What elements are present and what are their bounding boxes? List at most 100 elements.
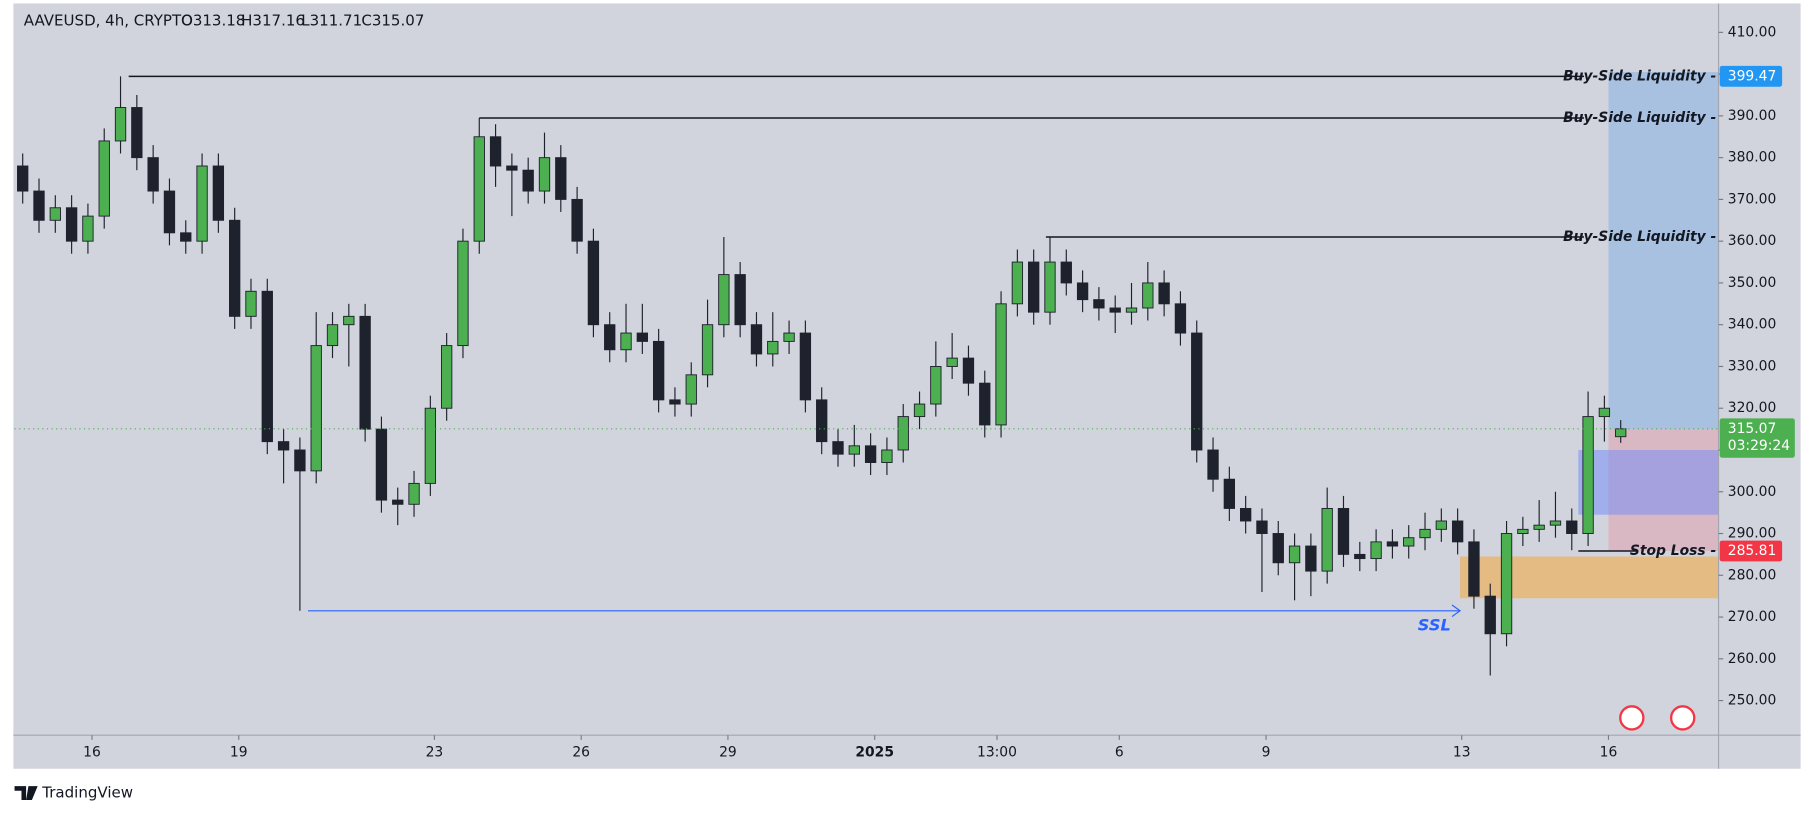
candle-body	[277, 441, 290, 451]
y-tick-label: 380.00	[1728, 150, 1777, 166]
candle-body	[424, 407, 437, 484]
ssl-arrow	[1451, 604, 1462, 618]
candle-body	[163, 190, 176, 234]
candle-body	[392, 499, 404, 505]
candle-body	[1011, 261, 1024, 305]
candle-body	[1615, 428, 1627, 438]
candle-body	[571, 198, 583, 242]
y-tick-label: 360.00	[1728, 233, 1777, 249]
candle-body	[816, 399, 828, 443]
candle-body	[1468, 541, 1480, 597]
candle-body	[1500, 533, 1513, 635]
candle-body	[375, 428, 388, 501]
candle-body	[783, 332, 795, 342]
candle-body	[1533, 524, 1545, 530]
candle-body	[1582, 416, 1594, 534]
candle-body	[1060, 261, 1072, 284]
x-tick-label: 6	[1115, 745, 1124, 761]
brand: TradingView	[14, 784, 133, 802]
candle-body	[897, 416, 909, 451]
candle-body	[962, 357, 975, 384]
candle-body	[1305, 545, 1317, 572]
candle-body	[864, 445, 877, 463]
price-tag-label: 399.47	[1728, 68, 1777, 84]
candle-body	[669, 399, 681, 405]
level-label: Buy-Side Liquidity -	[1563, 229, 1716, 245]
y-tick-label: 410.00	[1728, 24, 1777, 40]
ohlc-value: O313.18	[181, 11, 245, 29]
candle-body	[848, 445, 860, 455]
candle-body	[1207, 449, 1219, 480]
candle-body	[1354, 553, 1366, 560]
x-tick-label: 16	[83, 745, 101, 761]
candle-body	[620, 332, 632, 351]
event-icons	[1619, 705, 1696, 731]
price-tag	[1719, 65, 1783, 87]
candle-body	[604, 324, 616, 351]
candle-body	[343, 315, 355, 326]
candle-body	[995, 303, 1007, 426]
y-tick-label: 260.00	[1728, 651, 1777, 667]
candle-body	[685, 374, 697, 405]
candle-body	[767, 340, 779, 355]
candle-body	[750, 324, 763, 355]
candle-body	[1191, 332, 1203, 451]
candle-body	[1239, 507, 1252, 522]
candle-body	[114, 107, 127, 142]
candle-body	[17, 165, 29, 192]
y-tick-label: 350.00	[1728, 275, 1777, 291]
x-tick-label: 26	[572, 745, 590, 761]
candle-body	[1142, 282, 1154, 309]
candle-body	[734, 274, 746, 326]
candle-body	[913, 403, 926, 418]
candle-body	[1272, 533, 1284, 564]
candle-body	[506, 165, 518, 171]
candle-body	[261, 290, 273, 443]
level-label: Buy-Side Liquidity -	[1563, 68, 1716, 84]
zone	[1460, 556, 1719, 599]
level-label: Buy-Side Liquidity -	[1563, 110, 1716, 126]
candle-body	[930, 366, 942, 405]
event-flag[interactable]	[1619, 705, 1645, 731]
candle-body	[1370, 541, 1382, 560]
candle-body	[1125, 307, 1138, 313]
candle-body	[718, 274, 730, 326]
brand-logo	[14, 786, 38, 800]
countdown: 03:29:24	[1728, 438, 1790, 454]
candle-body	[1403, 537, 1415, 547]
candle-body	[1256, 520, 1268, 534]
candle-body	[1044, 261, 1056, 313]
candle-body	[1109, 307, 1121, 313]
candle-body	[881, 449, 893, 463]
candle-body	[636, 332, 648, 342]
candle-body	[1076, 282, 1089, 301]
candle-body	[1337, 507, 1350, 555]
candle-body	[440, 345, 453, 409]
y-tick-label: 330.00	[1728, 358, 1777, 374]
candle-body	[489, 136, 502, 167]
zone	[1578, 449, 1719, 515]
x-tick-label: 13	[1453, 745, 1471, 761]
zone	[1608, 72, 1719, 429]
candle-body	[310, 345, 322, 472]
candle-body	[979, 382, 991, 426]
candle-body	[1435, 520, 1447, 530]
candle-body	[1566, 520, 1578, 534]
candle-body	[1598, 407, 1611, 418]
candle-body	[212, 165, 225, 221]
last-price-tag	[1719, 418, 1795, 458]
candle-body	[832, 441, 844, 455]
ohlc-value: L311.71	[301, 11, 362, 29]
y-tick-label: 280.00	[1728, 567, 1777, 583]
candle-body	[457, 240, 469, 347]
candle-body	[196, 165, 208, 242]
candle-body	[180, 232, 192, 242]
y-tick-label: 390.00	[1728, 108, 1777, 124]
candle-body	[473, 136, 485, 242]
ssl-label: SSL	[1418, 615, 1451, 634]
candle-body	[82, 215, 94, 242]
y-tick-label: 370.00	[1728, 191, 1777, 207]
event-flag[interactable]	[1669, 705, 1696, 731]
